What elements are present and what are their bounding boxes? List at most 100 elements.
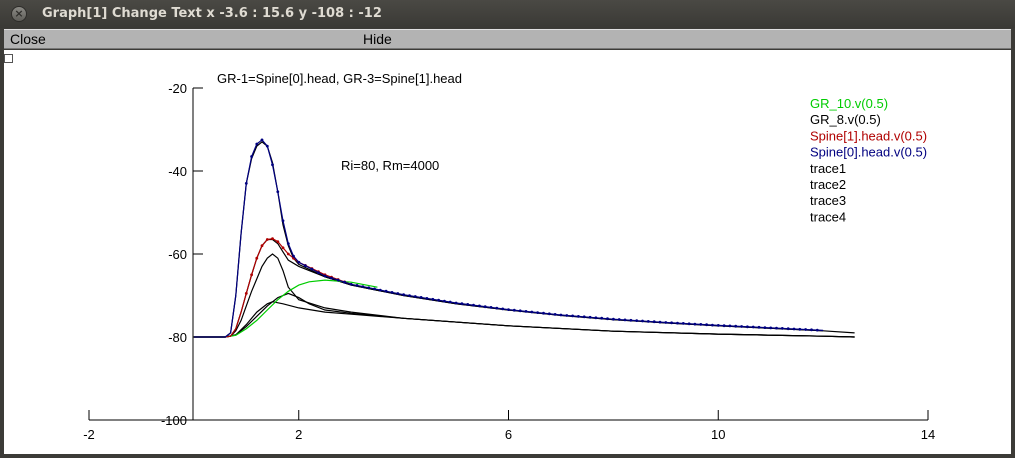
- series-marker: [815, 328, 819, 332]
- series-marker: [437, 298, 440, 302]
- series-marker: [472, 303, 475, 307]
- series-marker: [355, 284, 359, 287]
- series-marker: [323, 274, 327, 278]
- series-marker: [646, 320, 650, 323]
- series-line-trace4: [193, 301, 855, 338]
- series-marker: [612, 317, 615, 321]
- series-marker: [378, 288, 382, 292]
- series-marker: [652, 320, 656, 324]
- series-line-gr-10-v-0-5-: [193, 279, 378, 338]
- series-marker: [606, 317, 609, 321]
- series-marker: [693, 322, 697, 326]
- close-button[interactable]: Close: [10, 31, 46, 47]
- series-marker: [600, 316, 604, 320]
- series-marker: [390, 291, 394, 294]
- series-marker: [716, 324, 720, 327]
- series-marker: [670, 321, 673, 325]
- close-window-icon[interactable]: ×: [11, 6, 27, 22]
- series-marker: [565, 314, 569, 317]
- series-marker: [751, 325, 755, 329]
- series-marker: [804, 328, 807, 331]
- series-marker: [255, 142, 259, 146]
- series-marker: [373, 287, 376, 291]
- series-marker: [361, 285, 365, 288]
- series-marker: [244, 292, 248, 295]
- series-marker: [769, 326, 773, 330]
- series-marker: [281, 246, 285, 250]
- y-tick-label: -40: [168, 164, 187, 179]
- chart-axes: [88, 87, 929, 421]
- legend-item: trace2: [810, 177, 846, 192]
- series-marker: [792, 327, 796, 331]
- series-marker: [722, 324, 726, 328]
- hide-button[interactable]: Hide: [363, 31, 392, 47]
- series-marker: [255, 256, 259, 260]
- chart-annotation: Ri=80, Rm=4000: [341, 158, 439, 173]
- chart-title: GR-1=Spine[0].head, GR-3=Spine[1].head: [217, 71, 462, 86]
- graph-corner-checkbox[interactable]: [4, 54, 13, 63]
- series-marker: [676, 321, 679, 325]
- window-title: Graph[1] Change Text x -3.6 : 15.6 y -10…: [42, 6, 382, 21]
- chart-series: [193, 138, 855, 338]
- series-marker: [763, 326, 767, 329]
- series-marker: [571, 314, 574, 318]
- series-marker: [310, 267, 314, 271]
- series-marker: [559, 313, 563, 317]
- series-marker: [281, 219, 285, 223]
- series-line-spine-0-head-v-0-5-: [193, 139, 824, 338]
- legend-item: GR_8.v(0.5): [810, 112, 881, 127]
- series-line-trace1: [193, 141, 855, 338]
- series-marker: [431, 297, 435, 301]
- graph-canvas[interactable]: -2 2 6 10 14 -20 -40 -60 -80 -100 GR-1=Spine[0].he…: [4, 50, 1011, 454]
- title-bar[interactable]: × Graph[1] Change Text x -3.6 : 15.6 y -…: [0, 0, 1015, 28]
- x-tick-label: 10: [711, 427, 725, 442]
- series-marker: [524, 310, 528, 313]
- series-marker: [448, 300, 452, 304]
- legend-item: trace1: [810, 161, 846, 176]
- series-marker: [547, 312, 551, 316]
- legend-item: GR_10.v(0.5): [810, 96, 888, 111]
- series-marker: [512, 308, 516, 312]
- series-marker: [250, 155, 254, 158]
- series-marker: [384, 289, 388, 293]
- series-marker: [466, 303, 470, 306]
- menu-bar: Close Hide: [4, 29, 1011, 49]
- series-marker: [530, 310, 534, 314]
- series-marker: [454, 301, 458, 305]
- series-marker: [507, 308, 510, 311]
- series-marker: [658, 320, 662, 324]
- series-marker: [734, 324, 738, 328]
- series-marker: [286, 252, 290, 256]
- series-marker: [297, 260, 301, 264]
- series-marker: [501, 307, 505, 311]
- series-marker: [780, 327, 784, 330]
- series-marker: [413, 295, 417, 298]
- series-marker: [336, 278, 340, 282]
- series-marker: [250, 273, 254, 277]
- series-marker: [681, 322, 685, 325]
- series-marker: [542, 311, 545, 315]
- series-marker: [617, 318, 621, 321]
- x-tick-label: 14: [921, 427, 935, 442]
- series-marker: [699, 323, 703, 326]
- series-marker: [582, 315, 586, 319]
- series-marker: [489, 306, 493, 309]
- series-marker: [798, 327, 802, 331]
- series-marker: [623, 318, 627, 322]
- series-marker: [588, 315, 592, 319]
- series-marker: [408, 294, 411, 297]
- series-marker: [303, 264, 307, 268]
- chart-labels: -2 2 6 10 14 -20 -40 -60 -80 -100 GR-1=Spine[0].he…: [83, 71, 935, 442]
- series-marker: [276, 240, 280, 244]
- series-marker: [635, 319, 639, 322]
- series-marker: [271, 163, 274, 167]
- series-marker: [495, 306, 499, 310]
- series-marker: [330, 276, 333, 280]
- series-marker: [276, 190, 280, 194]
- series-marker: [349, 282, 353, 286]
- series-marker: [757, 325, 761, 329]
- y-tick-label: -20: [168, 81, 187, 96]
- series-marker: [594, 316, 598, 320]
- legend-item: Spine[0].head.v(0.5): [810, 145, 927, 160]
